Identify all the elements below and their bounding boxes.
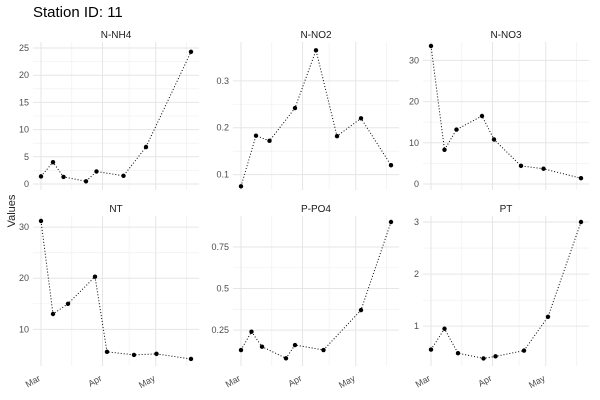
data-point <box>334 133 340 139</box>
panel-strip-label: N-NH4 <box>101 30 132 41</box>
y-tick-label: 10 <box>19 324 29 334</box>
data-point <box>493 354 498 359</box>
series-line-n-nh4 <box>40 51 192 182</box>
data-point <box>454 127 459 132</box>
y-tick-label: 30 <box>19 222 29 232</box>
x-tick-label: Mar <box>24 373 42 389</box>
data-point <box>188 49 194 55</box>
y-tick-label: 0.25 <box>211 325 229 335</box>
y-tick-label: 0 <box>414 179 419 189</box>
x-tick-label: May <box>337 373 357 390</box>
data-point <box>442 326 447 331</box>
data-point <box>313 48 319 53</box>
data-point <box>50 311 56 317</box>
y-tick-label: 2 <box>414 269 419 279</box>
data-point <box>442 147 447 152</box>
data-point <box>38 174 44 179</box>
data-point <box>292 105 298 111</box>
data-point <box>38 218 44 224</box>
x-tick-label: May <box>527 373 547 390</box>
x-tick-label: Apr <box>476 373 493 389</box>
data-point <box>428 43 434 49</box>
data-point <box>491 137 497 142</box>
y-tick-label: 20 <box>409 97 419 107</box>
x-tick-label: Apr <box>286 373 303 389</box>
data-point <box>578 176 584 181</box>
series-line-n-no3 <box>430 45 582 179</box>
data-point <box>321 347 326 353</box>
page-title: Station ID: 11 <box>33 4 123 21</box>
data-point <box>358 307 364 313</box>
panel-strip-label: N-NO3 <box>490 30 522 41</box>
y-tick-label: 0.75 <box>211 242 229 252</box>
data-point <box>541 166 546 171</box>
x-tick-label: May <box>137 373 157 390</box>
data-point <box>61 174 66 180</box>
data-point <box>131 352 137 358</box>
data-point <box>518 163 524 169</box>
y-tick-label: 3 <box>414 217 419 227</box>
data-point <box>283 356 289 361</box>
y-tick-label: 20 <box>19 70 29 80</box>
data-point <box>358 116 364 121</box>
y-tick-label: 30 <box>409 55 419 65</box>
y-tick-label: 10 <box>409 138 419 148</box>
data-point <box>104 349 110 355</box>
panel-n-no3: N-NO3 0 10 20 30 <box>409 30 589 190</box>
series-line-n-no2 <box>240 48 392 187</box>
data-point <box>238 347 244 353</box>
panel-strip-label: PT <box>500 204 513 215</box>
data-point <box>121 173 126 179</box>
y-tick-label: 0.3 <box>216 76 229 86</box>
y-tick-label: 0.5 <box>216 284 229 294</box>
data-point <box>238 184 244 189</box>
data-point <box>188 356 194 362</box>
data-point <box>83 179 89 184</box>
panel-strip-label: N-NO2 <box>300 30 332 41</box>
panel-strip-label: NT <box>109 204 122 215</box>
data-point <box>259 344 265 349</box>
x-tick-label: Mar <box>414 373 432 389</box>
data-point <box>65 301 71 306</box>
y-tick-label: 5 <box>24 152 29 162</box>
data-point <box>92 274 98 279</box>
y-tick-label: 1 <box>414 321 419 331</box>
y-tick-label: 20 <box>19 273 29 283</box>
data-point <box>388 163 394 168</box>
data-point <box>479 113 485 119</box>
data-point <box>267 138 272 144</box>
panel-n-no2: N-NO2 0.1 0.2 0.3 <box>216 30 399 190</box>
data-point <box>545 314 551 319</box>
y-tick-label: 10 <box>19 125 29 135</box>
data-point <box>94 169 99 174</box>
data-point <box>292 342 298 348</box>
data-point <box>455 351 461 356</box>
panel-strip-label: P-PO4 <box>301 204 331 215</box>
data-point <box>50 160 56 165</box>
series-line-nt <box>40 220 192 360</box>
y-tick-label: 0.2 <box>216 123 229 133</box>
x-tick-label: Apr <box>86 373 103 389</box>
panel-n-nh4: N-NH4 0 5 10 15 20 25 <box>19 30 199 190</box>
data-point <box>428 347 434 352</box>
series-line-pt <box>430 221 582 359</box>
panel-nt: NT 10 20 30 Mar Apr May <box>19 204 199 390</box>
data-point <box>521 348 527 353</box>
data-point <box>249 329 254 334</box>
data-point <box>143 144 149 150</box>
x-tick-label: Mar <box>224 373 242 389</box>
y-tick-label: 15 <box>19 97 29 107</box>
data-point <box>253 133 259 138</box>
data-point <box>388 219 394 225</box>
data-point <box>154 351 159 357</box>
panel-pt: PT 1 2 3 Mar Apr May <box>414 204 589 390</box>
y-tick-label: 25 <box>19 43 29 53</box>
data-point <box>578 219 584 225</box>
panel-p-po4: P-PO4 0.25 0.5 0.75 Mar Apr May <box>211 204 399 390</box>
y-tick-label: 0.1 <box>216 170 229 180</box>
y-tick-label: 0 <box>24 179 29 189</box>
data-point <box>481 356 486 361</box>
series-line-p-po4 <box>240 221 392 359</box>
